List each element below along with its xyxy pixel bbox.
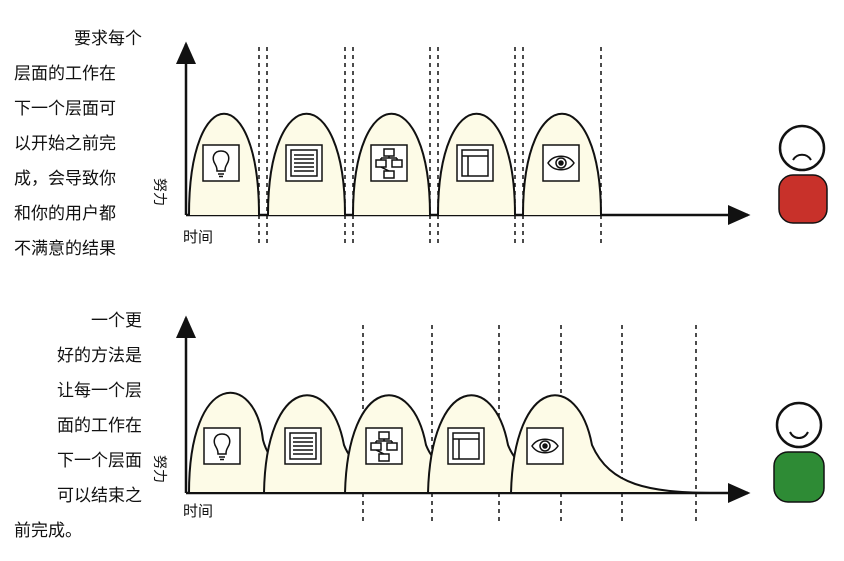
top-phase-separators [258, 47, 602, 245]
text-line: 让每一个层 [57, 381, 142, 401]
eye-icon [526, 427, 564, 465]
text-line: 成，会导致你 [14, 169, 116, 189]
effort-curve [509, 394, 711, 494]
lightbulb-icon [203, 427, 241, 465]
wireframe-icon [456, 144, 494, 182]
text-line: 以开始之前完 [14, 134, 116, 154]
text-line: 不满意的结果 [14, 239, 116, 259]
flowchart-icon [370, 144, 408, 182]
unhappy-user-figure [778, 124, 828, 224]
smile [789, 431, 809, 439]
user-head [778, 124, 826, 172]
text-line: 下一个层面可 [14, 99, 116, 119]
list-icon [284, 427, 322, 465]
list-icon [285, 144, 323, 182]
top-chart [176, 41, 828, 245]
bottom-chart [176, 315, 825, 522]
text-line: 前完成。 [14, 521, 82, 541]
top-x-axis-label: 时间 [183, 228, 214, 246]
text-line: 下一个层面 [57, 451, 142, 471]
bottom-x-axis-label: 时间 [183, 502, 214, 520]
text-line: 可以结束之 [57, 486, 142, 506]
user-head [775, 401, 823, 449]
flowchart-icon [365, 427, 403, 465]
happy-user-figure [773, 401, 825, 503]
text-line: 和你的用户都 [14, 204, 116, 224]
user-body [773, 451, 825, 503]
lightbulb-icon [202, 144, 240, 182]
text-line: 要求每个 [74, 29, 142, 49]
text-line: 一个更 [91, 311, 142, 331]
wireframe-icon [447, 427, 485, 465]
user-body [778, 174, 828, 224]
eye-icon [542, 144, 580, 182]
top-explanation-text: 要求每个 层面的工作在 下一个层面可 以开始之前完 成，会导致你 和你的用户都 … [14, 22, 142, 267]
text-line: 好的方法是 [57, 346, 142, 366]
bottom-explanation-text: 一个更 好的方法是 让每一个层 面的工作在 下一个层面 可以结束之 前完成。 [14, 304, 142, 549]
text-line: 层面的工作在 [14, 64, 116, 84]
frown [792, 153, 812, 161]
text-line: 面的工作在 [57, 416, 142, 436]
